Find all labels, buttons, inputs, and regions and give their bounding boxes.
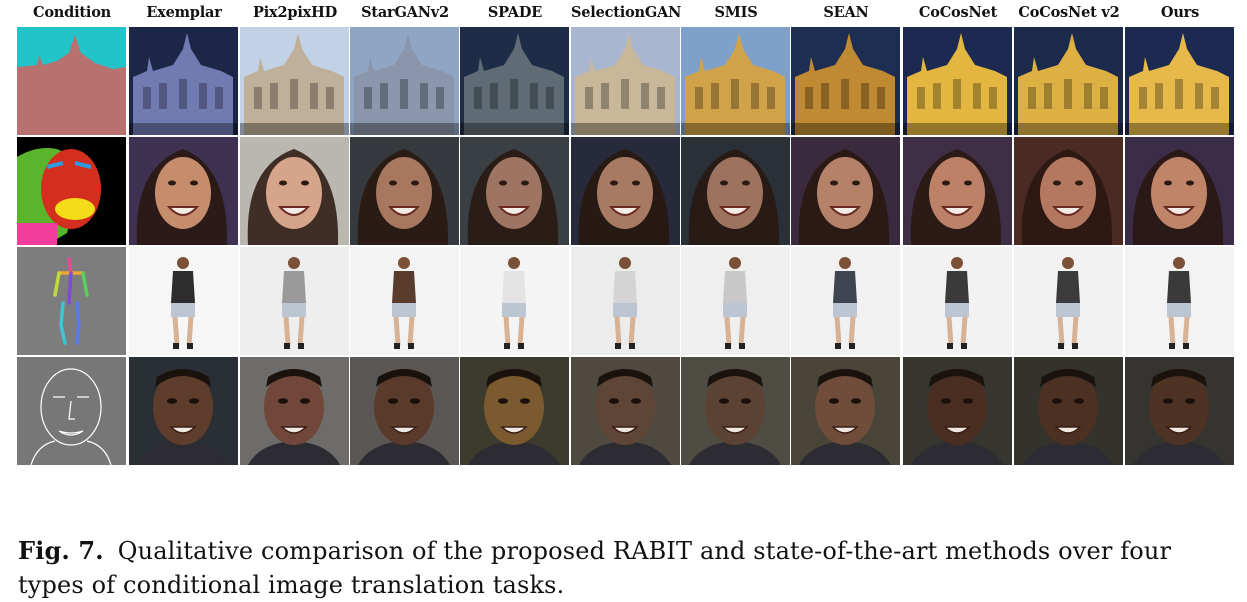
- image-segmentation-to-building-exemplar: [129, 27, 238, 135]
- row-face-parsing-to-face: [17, 137, 1236, 245]
- image-face-parsing-to-face-sean: [791, 137, 900, 245]
- image-face-parsing-to-face-condition: [17, 137, 126, 245]
- column-header: SMIS: [714, 4, 758, 21]
- column-header: Pix2pixHD: [253, 4, 337, 21]
- image-pose-to-person-pix2pixhd: [240, 247, 349, 355]
- image-edge-to-face-condition: [17, 357, 126, 465]
- image-edge-to-face-spade: [460, 357, 569, 465]
- image-edge-to-face-selectiongan: [571, 357, 680, 465]
- image-segmentation-to-building-ours: [1125, 27, 1234, 135]
- image-segmentation-to-building-condition: [17, 27, 126, 135]
- image-face-parsing-to-face-ours: [1125, 137, 1234, 245]
- image-pose-to-person-starganv2: [350, 247, 459, 355]
- image-face-parsing-to-face-selectiongan: [571, 137, 680, 245]
- column-header: CoCosNet: [918, 4, 998, 21]
- figure-caption: Fig. 7. Qualitative comparison of the pro…: [18, 534, 1233, 602]
- row-pose-to-person: [17, 247, 1236, 355]
- image-segmentation-to-building-cocosnet-v2: [1014, 27, 1123, 135]
- image-edge-to-face-exemplar: [129, 357, 238, 465]
- image-pose-to-person-cocosnet: [903, 247, 1012, 355]
- image-face-parsing-to-face-smis: [681, 137, 790, 245]
- row-segmentation-to-building: [17, 27, 1236, 135]
- image-face-parsing-to-face-spade: [460, 137, 569, 245]
- image-pose-to-person-ours: [1125, 247, 1234, 355]
- image-segmentation-to-building-pix2pixhd: [240, 27, 349, 135]
- image-edge-to-face-starganv2: [350, 357, 459, 465]
- image-segmentation-to-building-selectiongan: [571, 27, 680, 135]
- image-face-parsing-to-face-starganv2: [350, 137, 459, 245]
- image-pose-to-person-smis: [681, 247, 790, 355]
- image-edge-to-face-cocosnet-v2: [1014, 357, 1123, 465]
- column-header: Exemplar: [146, 4, 222, 21]
- image-segmentation-to-building-starganv2: [350, 27, 459, 135]
- image-segmentation-to-building-cocosnet: [903, 27, 1012, 135]
- image-face-parsing-to-face-pix2pixhd: [240, 137, 349, 245]
- image-segmentation-to-building-smis: [681, 27, 790, 135]
- comparison-figure: Condition Exemplar Pix2pixHD StarGANv2 S…: [17, 0, 1236, 465]
- image-face-parsing-to-face-cocosnet-v2: [1014, 137, 1123, 245]
- column-header: CoCosNet v2: [1018, 4, 1120, 21]
- column-header: SEAN: [823, 4, 869, 21]
- image-pose-to-person-selectiongan: [571, 247, 680, 355]
- image-face-parsing-to-face-cocosnet: [903, 137, 1012, 245]
- image-segmentation-to-building-spade: [460, 27, 569, 135]
- row-edge-to-face: [17, 357, 1236, 465]
- column-headers: Condition Exemplar Pix2pixHD StarGANv2 S…: [17, 0, 1236, 27]
- image-edge-to-face-pix2pixhd: [240, 357, 349, 465]
- image-edge-to-face-cocosnet: [903, 357, 1012, 465]
- image-pose-to-person-cocosnet-v2: [1014, 247, 1123, 355]
- image-edge-to-face-sean: [791, 357, 900, 465]
- image-face-parsing-to-face-exemplar: [129, 137, 238, 245]
- image-pose-to-person-condition: [17, 247, 126, 355]
- column-header: SPADE: [487, 4, 543, 21]
- image-pose-to-person-spade: [460, 247, 569, 355]
- column-header: Ours: [1160, 4, 1200, 21]
- caption-label: Fig. 7.: [18, 536, 104, 565]
- column-header: SelectionGAN: [571, 4, 682, 21]
- caption-text: Qualitative comparison of the proposed R…: [18, 537, 1172, 599]
- image-edge-to-face-smis: [681, 357, 790, 465]
- column-header: StarGANv2: [361, 4, 449, 21]
- image-segmentation-to-building-sean: [791, 27, 900, 135]
- image-edge-to-face-ours: [1125, 357, 1234, 465]
- image-pose-to-person-exemplar: [129, 247, 238, 355]
- image-pose-to-person-sean: [791, 247, 900, 355]
- column-header: Condition: [32, 4, 112, 21]
